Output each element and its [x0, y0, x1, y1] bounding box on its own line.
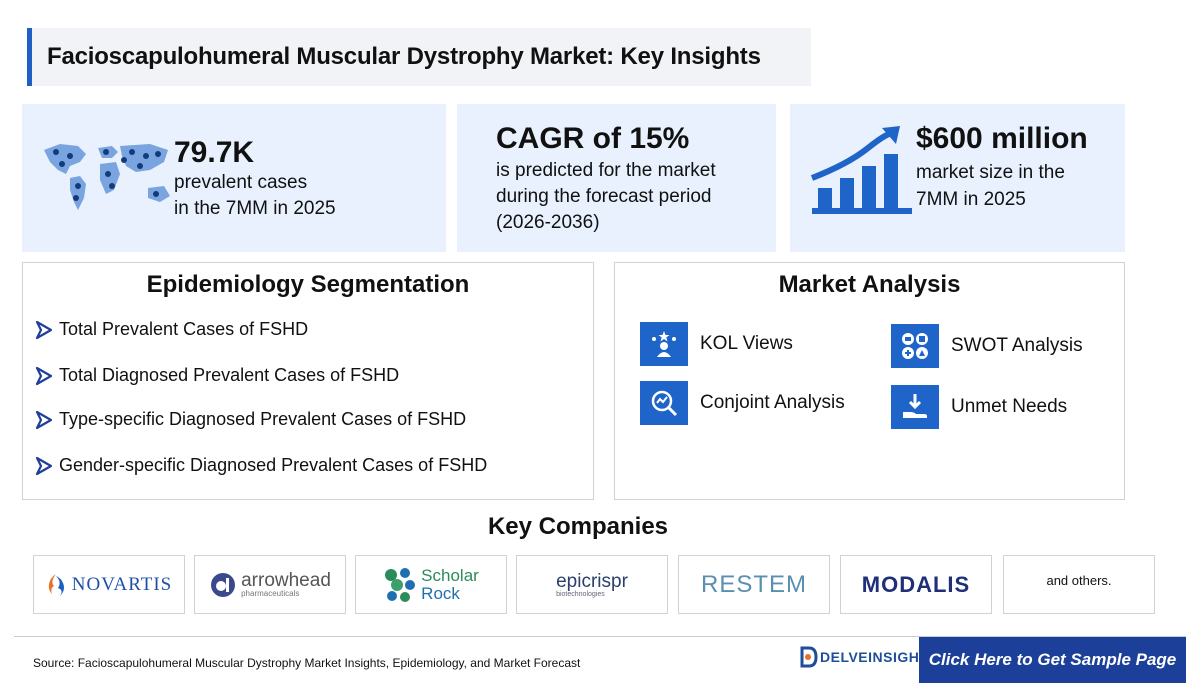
cagr-value: CAGR of 15% — [496, 122, 690, 155]
world-map-people-icon — [44, 144, 170, 210]
arrowhead-tagline: pharmaceuticals — [241, 589, 300, 598]
list-item-label: Gender-specific Diagnosed Prevalent Case… — [59, 455, 488, 475]
novartis-name: NOVARTIS — [71, 573, 173, 595]
scholar-rock-mark-icon — [385, 567, 416, 602]
epidemiology-panel: Epidemiology Segmentation Total Prevalen… — [22, 262, 594, 500]
restem-name: RESTEM — [700, 570, 807, 598]
arrowhead-logo: arrowhead pharmaceuticals — [194, 555, 346, 614]
prevalent-cases-card: 79.7K prevalent cases in the 7MM in 2025 — [22, 104, 446, 252]
market-size-card: $600 million market size in the 7MM in 2… — [790, 104, 1125, 252]
list-item-label: Total Prevalent Cases of FSHD — [59, 319, 309, 339]
chevron-right-icon — [35, 410, 53, 429]
sample-page-button[interactable]: Click Here to Get Sample Page — [919, 637, 1186, 683]
restem-logo: RESTEM — [678, 555, 830, 614]
market-line2: 7MM in 2025 — [916, 189, 1026, 210]
growth-bar-chart-icon — [810, 126, 912, 214]
epicrispr-name: epicrispr — [556, 570, 628, 592]
kol-icon — [640, 322, 688, 366]
conjoint-analysis-label: Conjoint Analysis — [700, 392, 845, 413]
list-item-label: Type-specific Diagnosed Prevalent Cases … — [59, 409, 467, 429]
unmet-needs-label: Unmet Needs — [951, 396, 1068, 417]
scholar-rock-logo: Scholar Rock — [355, 555, 507, 614]
key-companies-title: Key Companies — [487, 513, 669, 540]
novartis-flame-icon — [48, 573, 64, 596]
epicrispr-logo: epicrispr biotechnologies — [516, 555, 668, 614]
market-analysis-title: Market Analysis — [778, 271, 961, 298]
list-item: Total Diagnosed Prevalent Cases of FSHD — [35, 365, 399, 386]
market-analysis-panel: Market Analysis KOL Views SWOT Analysis … — [614, 262, 1125, 500]
conjoint-analysis-item: Conjoint Analysis — [640, 381, 845, 425]
kol-views-label: KOL Views — [700, 333, 793, 354]
cagr-line1: is predicted for the market — [496, 160, 716, 181]
delveinsight-logo: DELVEINSIGHT — [800, 646, 928, 668]
arrowhead-mark-icon — [211, 572, 236, 597]
prevalent-value: 79.7K — [174, 136, 255, 169]
title-bar: Facioscapulohumeral Muscular Dystrophy M… — [27, 28, 811, 86]
chevron-right-icon — [35, 320, 53, 339]
unmet-needs-item: Unmet Needs — [891, 385, 1067, 429]
market-value: $600 million — [916, 122, 1088, 155]
page-title: Facioscapulohumeral Muscular Dystrophy M… — [47, 43, 761, 70]
list-item: Total Prevalent Cases of FSHD — [35, 319, 308, 340]
cagr-card: CAGR of 15% is predicted for the market … — [457, 104, 776, 252]
epicrispr-tagline: biotechnologies — [556, 590, 605, 598]
footer-divider — [14, 636, 1186, 637]
list-item-label: Total Diagnosed Prevalent Cases of FSHD — [59, 365, 400, 385]
scholar-rock-name2: Rock — [421, 583, 460, 603]
cagr-line3: (2026-2036) — [496, 212, 600, 233]
list-item: Type-specific Diagnosed Prevalent Cases … — [35, 409, 466, 430]
others-box: and others. — [1003, 555, 1155, 614]
scholar-rock-name1: Scholar — [421, 565, 479, 585]
chevron-right-icon — [35, 456, 53, 475]
others-label: and others. — [1046, 573, 1112, 588]
list-item: Gender-specific Diagnosed Prevalent Case… — [35, 455, 487, 476]
modalis-logo: MODALIS — [840, 555, 992, 614]
source-text: Source: Facioscapulohumeral Muscular Dys… — [33, 656, 581, 670]
kol-views-item: KOL Views — [640, 322, 793, 366]
epidemiology-title: Epidemiology Segmentation — [146, 271, 470, 298]
cagr-line2: during the forecast period — [496, 186, 712, 207]
swot-icon — [891, 324, 939, 368]
arrowhead-name: arrowhead — [241, 570, 331, 591]
prevalent-line1: prevalent cases — [174, 172, 308, 193]
modalis-name: MODALIS — [861, 571, 971, 597]
delveinsight-mark-icon — [800, 646, 818, 668]
chevron-right-icon — [35, 366, 53, 385]
prevalent-line2: in the 7MM in 2025 — [174, 198, 336, 219]
market-line1: market size in the — [916, 162, 1065, 183]
swot-analysis-label: SWOT Analysis — [951, 335, 1083, 356]
unmet-needs-icon — [891, 385, 939, 429]
delveinsight-name: DELVEINSIGHT — [820, 649, 929, 665]
swot-analysis-item: SWOT Analysis — [891, 324, 1083, 368]
conjoint-icon — [640, 381, 688, 425]
novartis-logo: NOVARTIS — [33, 555, 185, 614]
